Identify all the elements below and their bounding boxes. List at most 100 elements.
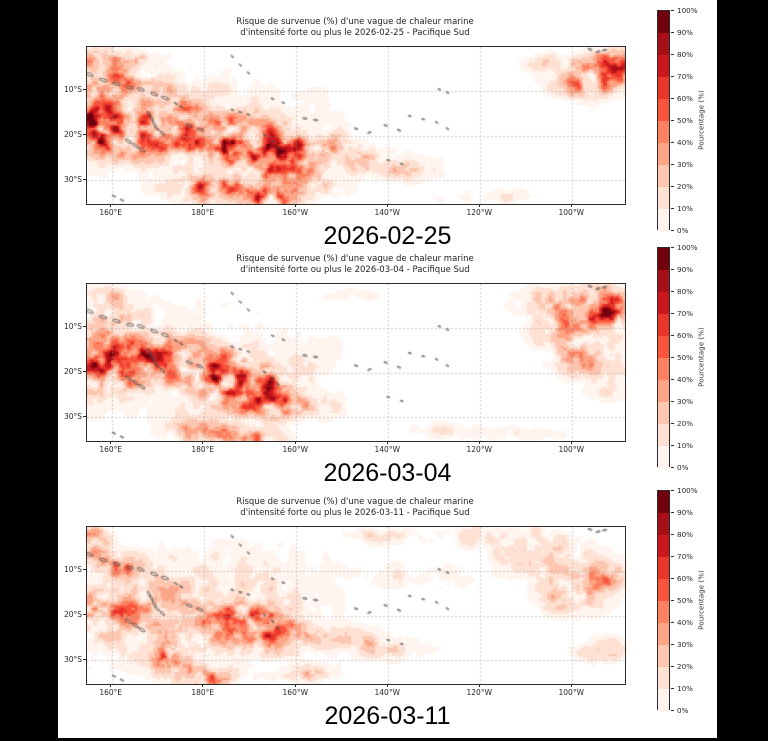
longitude-tick-mark (570, 684, 572, 687)
colorbar-tick-label: 0% (677, 225, 689, 235)
colorbar-tick-mark (671, 599, 674, 601)
longitude-tick-label: 140°W (374, 208, 400, 217)
longitude-tick-mark (110, 684, 112, 687)
colorbar-segment (658, 513, 669, 536)
chart-title-line2: d'intensité forte ou plus le 2026-02-25 … (240, 28, 470, 38)
colorbar-tick-mark (671, 53, 674, 55)
latitude-tick-label: 10°S (63, 85, 82, 95)
colorbar-tick-label: 100% (677, 242, 698, 252)
latitude-tick-label: 20°S (63, 130, 82, 140)
longitude-tick-mark (202, 684, 204, 687)
date-caption: 2026-02-25 (323, 222, 452, 250)
colorbar-tick-label: 90% (677, 507, 693, 517)
colorbar-tick-mark (671, 489, 674, 491)
colorbar-segment (658, 645, 669, 668)
forecast-panel-2026-03-11: Risque de survenue (%) d'une vague de ch… (0, 486, 768, 733)
colorbar-segment (658, 535, 669, 558)
colorbar-axis-label: Pourcentage (%) (696, 327, 706, 387)
latitude-tick-mark (83, 326, 86, 328)
longitude-tick-mark (110, 204, 112, 207)
colorbar-segment (658, 402, 669, 425)
longitude-tick-label: 160°W (282, 445, 309, 454)
colorbar-tick-label: 40% (677, 374, 693, 384)
colorbar-tick-label: 20% (677, 418, 693, 428)
latitude-tick-mark (83, 178, 86, 180)
colorbar-tick-label: 40% (677, 137, 693, 147)
longitude-tick-label: 140°W (374, 445, 400, 454)
longitude-tick-label: 160°E (99, 445, 123, 454)
longitude-tick-mark (570, 441, 572, 444)
colorbar-tick-mark (671, 378, 674, 380)
longitude-tick-label: 120°W (466, 208, 492, 217)
longitude-tick-mark (294, 684, 296, 687)
colorbar-segment (658, 491, 669, 514)
longitude-tick-label: 160°E (99, 688, 123, 697)
colorbar-tick-label: 80% (677, 529, 693, 539)
colorbar-tick-mark (671, 555, 674, 557)
colorbar-tick-label: 10% (677, 683, 693, 693)
colorbar-tick-label: 100% (677, 5, 698, 15)
colorbar-segment (658, 77, 669, 100)
latitude-tick-label: 30°S (63, 654, 82, 664)
colorbar-tick-label: 20% (677, 661, 693, 671)
colorbar-tick-mark (671, 466, 674, 468)
latitude-tick-label: 10°S (63, 565, 82, 575)
colorbar-tick-mark (671, 334, 674, 336)
longitude-tick-mark (294, 204, 296, 207)
colorbar-segment (658, 11, 669, 34)
colorbar-tick-label: 0% (677, 705, 689, 715)
colorbar-tick-mark (671, 207, 674, 209)
colorbar-segment (658, 579, 669, 602)
longitude-tick-mark (202, 204, 204, 207)
longitude-tick-label: 160°W (282, 208, 309, 217)
latitude-tick-label: 20°S (63, 367, 82, 377)
colorbar-tick-label: 10% (677, 203, 693, 213)
colorbar-tick-mark (671, 75, 674, 77)
colorbar-tick-label: 60% (677, 573, 693, 583)
colorbar-segment (658, 358, 669, 381)
colorbar-tick-label: 90% (677, 264, 693, 274)
colorbar-segment (658, 601, 669, 624)
colorbar-tick-mark (671, 444, 674, 446)
latitude-tick-mark (83, 614, 86, 616)
longitude-tick-label: 180°E (191, 208, 215, 217)
latitude-tick-label: 20°S (63, 610, 82, 620)
longitude-tick-mark (570, 204, 572, 207)
colorbar-tick-mark (671, 665, 674, 667)
longitude-tick-label: 180°E (191, 445, 215, 454)
colorbar-tick-mark (671, 400, 674, 402)
chart-title-line1: Risque de survenue (%) d'une vague de ch… (236, 17, 474, 27)
longitude-tick-mark (478, 204, 480, 207)
colorbar-segment (658, 689, 669, 712)
latitude-tick-mark (83, 134, 86, 136)
colorbar-tick-label: 60% (677, 330, 693, 340)
colorbar-tick-label: 50% (677, 115, 693, 125)
latitude-tick-mark (83, 658, 86, 660)
colorbar-tick-mark (671, 185, 674, 187)
heatmap-canvas (87, 284, 625, 441)
colorbar-segment (658, 165, 669, 188)
colorbar-tick-label: 30% (677, 639, 693, 649)
colorbar-tick-label: 30% (677, 159, 693, 169)
colorbar-tick-mark (671, 229, 674, 231)
colorbar-segment (658, 33, 669, 56)
colorbar-segment (658, 209, 669, 232)
latitude-tick-mark (83, 569, 86, 571)
colorbar-tick-mark (671, 9, 674, 11)
colorbar-tick-mark (671, 312, 674, 314)
colorbar-tick-label: 70% (677, 308, 693, 318)
colorbar-segment (658, 143, 669, 166)
colorbar-segment (658, 187, 669, 210)
map-plot-area (86, 46, 626, 205)
colorbar-segment (658, 336, 669, 359)
date-caption: 2026-03-04 (323, 459, 452, 487)
longitude-tick-label: 140°W (374, 688, 400, 697)
colorbar-tick-mark (671, 687, 674, 689)
colorbar-tick-mark (671, 268, 674, 270)
map-plot-area (86, 283, 626, 442)
colorbar-tick-label: 40% (677, 617, 693, 627)
latitude-tick-mark (83, 371, 86, 373)
colorbar-segment (658, 623, 669, 646)
colorbar-tick-mark (671, 643, 674, 645)
